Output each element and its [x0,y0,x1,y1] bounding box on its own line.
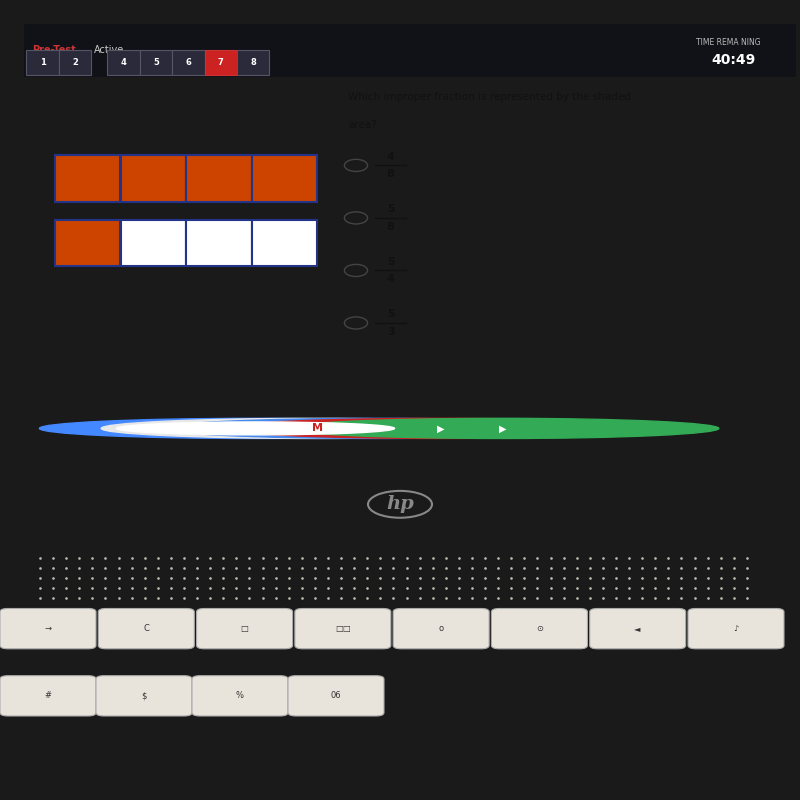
FancyBboxPatch shape [295,609,391,649]
Bar [252,220,318,266]
FancyBboxPatch shape [98,609,194,649]
Text: ⊙: ⊙ [536,624,543,633]
Circle shape [39,418,472,438]
Text: □□: □□ [335,624,350,633]
Text: 8: 8 [387,222,394,232]
Text: 2: 2 [72,58,78,67]
Text: C: C [143,624,150,633]
Text: ♪: ♪ [734,624,738,633]
Text: 6: 6 [186,58,191,67]
Text: →: → [45,624,51,633]
Text: Which improper fraction is represented by the shaded: Which improper fraction is represented b… [348,92,631,102]
Text: 7: 7 [218,58,224,67]
Circle shape [117,422,394,435]
Text: 5: 5 [387,257,394,266]
Text: $: $ [142,691,146,700]
FancyBboxPatch shape [192,676,288,716]
Bar [24,24,796,77]
FancyBboxPatch shape [393,609,489,649]
FancyBboxPatch shape [197,609,293,649]
Text: 1: 1 [39,58,46,67]
FancyBboxPatch shape [0,676,96,716]
FancyBboxPatch shape [26,50,58,75]
FancyBboxPatch shape [58,50,91,75]
FancyBboxPatch shape [237,50,270,75]
Bar [186,155,252,202]
Text: 8: 8 [250,58,256,67]
Text: 4: 4 [386,151,394,162]
Text: o: o [438,624,444,633]
Text: 4: 4 [121,58,126,67]
Text: %: % [236,691,244,700]
FancyBboxPatch shape [491,609,587,649]
Text: #: # [45,691,51,700]
Text: Pre-Test: Pre-Test [32,46,75,55]
Bar [55,220,121,266]
Text: ▶: ▶ [499,423,506,434]
Text: hp: hp [386,495,414,514]
FancyBboxPatch shape [172,50,205,75]
FancyBboxPatch shape [205,50,237,75]
Bar [252,155,318,202]
Text: Active: Active [94,46,124,55]
Bar [55,155,121,202]
FancyBboxPatch shape [590,609,686,649]
Text: □: □ [241,624,249,633]
Circle shape [101,418,534,438]
Text: ▶: ▶ [437,423,445,434]
Text: 5: 5 [387,204,394,214]
Bar [121,220,186,266]
FancyBboxPatch shape [688,609,784,649]
Bar [121,155,186,202]
Circle shape [225,418,657,438]
Bar [186,220,252,266]
Text: M: M [312,423,323,434]
Text: 40:49: 40:49 [711,54,755,67]
Circle shape [163,418,595,438]
Text: 06: 06 [330,691,342,700]
Text: 8: 8 [387,170,394,179]
FancyBboxPatch shape [0,609,96,649]
Text: TIME REMA NING: TIME REMA NING [696,38,760,46]
Text: 4: 4 [386,274,394,284]
Text: 3: 3 [387,327,394,337]
Text: 5: 5 [387,309,394,319]
FancyBboxPatch shape [96,676,192,716]
Text: ◄: ◄ [634,624,641,633]
FancyBboxPatch shape [140,50,172,75]
Text: 5: 5 [153,58,159,67]
Text: area?: area? [348,120,377,130]
FancyBboxPatch shape [107,50,140,75]
FancyBboxPatch shape [288,676,384,716]
Circle shape [286,418,718,438]
